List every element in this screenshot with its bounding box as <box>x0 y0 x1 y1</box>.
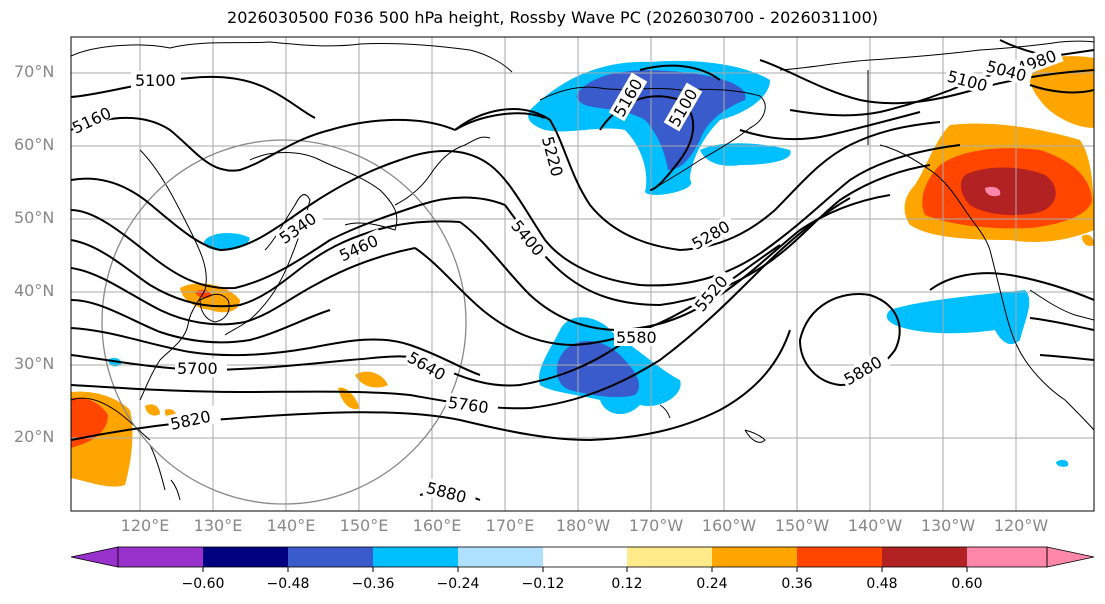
contour-5100-west <box>71 75 316 119</box>
contour-m <box>1039 354 1094 361</box>
lon-label: 150°E <box>339 516 389 535</box>
colorbar-swatch <box>627 547 712 567</box>
lon-label: 170°W <box>628 516 684 535</box>
contour-l <box>1029 317 1094 331</box>
lat-label: 50°N <box>14 208 55 227</box>
colorbar-under-arrow <box>70 546 119 568</box>
contour-label: 5580 <box>616 328 657 347</box>
lon-label: 180°W <box>555 516 611 535</box>
colorbar-swatch <box>967 547 1047 567</box>
map-area <box>71 37 1094 511</box>
colorbar-tick-label: 0.12 <box>611 576 643 592</box>
contour-5760 <box>71 197 851 410</box>
lon-label: 120°E <box>120 516 170 535</box>
colorbar-tick-label: 0.24 <box>696 576 728 592</box>
colorbar-swatch <box>288 547 373 567</box>
map-title: 2026030500 F036 500 hPa height, Rossby W… <box>227 8 878 27</box>
positive-anomaly-canada-core <box>960 167 1056 216</box>
colorbar-tick-label: −0.48 <box>266 576 310 592</box>
contour-5160-west <box>71 116 456 172</box>
colorbar-swatch <box>373 547 458 567</box>
negative-anomaly-small-east <box>1056 459 1069 467</box>
contour-k <box>929 272 1094 301</box>
positive-anomaly-canada-peak <box>985 186 1001 197</box>
contour-e <box>489 144 961 287</box>
contour-c <box>71 299 331 344</box>
contour-d <box>454 108 941 252</box>
contour-5520 <box>459 194 891 332</box>
contour-5640 <box>429 344 621 387</box>
colorbar-tick-label: 0.48 <box>866 576 898 592</box>
contour-5340 <box>71 220 461 308</box>
contour-o <box>1029 84 1094 94</box>
lat-label: 40°N <box>14 281 55 300</box>
positive-anomaly-small-b <box>338 387 360 410</box>
lat-label: 60°N <box>14 135 55 154</box>
contour-5700 <box>71 354 431 372</box>
contour-5220 <box>454 112 546 131</box>
contour-label: 5700 <box>177 359 218 378</box>
colorbar-swatch <box>458 547 543 567</box>
colorbar-over-arrow <box>1046 546 1095 568</box>
lon-label: 120°W <box>993 516 1049 535</box>
map-frame <box>70 36 1095 512</box>
contour-j <box>739 111 921 141</box>
colorbar-tick-label: −0.24 <box>436 576 480 592</box>
lon-label: 160°E <box>412 516 462 535</box>
colorbar-tick-label: 0.36 <box>781 576 813 592</box>
contour-label: 5100 <box>135 71 176 90</box>
lon-label: 160°W <box>701 516 757 535</box>
positive-anomaly-small-c <box>145 404 160 416</box>
colorbar-swatch <box>712 547 797 567</box>
colorbar-swatch <box>797 547 882 567</box>
lat-label: 30°N <box>14 354 55 373</box>
colorbar-swatch <box>203 547 288 567</box>
colorbar-tick-label: −0.36 <box>351 576 395 592</box>
graticule <box>71 37 1094 511</box>
lon-label: 140°E <box>266 516 316 535</box>
positive-anomaly-small-a <box>355 371 388 388</box>
lon-label: 170°E <box>485 516 535 535</box>
positive-anomaly-southwest-core <box>71 397 108 448</box>
contour-5880-east <box>798 293 901 387</box>
contour-5580 <box>71 327 481 376</box>
lat-label: 20°N <box>14 427 55 446</box>
coastlines <box>71 40 1094 501</box>
region-circle <box>101 139 467 505</box>
colorbar-swatch <box>543 547 627 567</box>
colorbar-swatch <box>882 547 967 567</box>
contour-g <box>639 64 721 81</box>
negative-anomaly-east-pacific <box>886 290 1030 345</box>
negative-anomaly-bering <box>700 143 791 166</box>
colorbar-tick-label: −0.60 <box>181 576 225 592</box>
contour-b <box>71 196 506 290</box>
lon-label: 150°W <box>774 516 830 535</box>
lon-label: 130°W <box>920 516 976 535</box>
positive-anomaly-small-d <box>1082 234 1094 246</box>
contour-5460 <box>71 247 416 326</box>
positive-anomaly-korea <box>180 283 240 313</box>
colorbar <box>70 546 1095 572</box>
colorbar-swatch <box>118 547 203 567</box>
contour-a <box>71 149 491 252</box>
colorbar-tick-label: −0.12 <box>521 576 565 592</box>
lat-label: 70°N <box>14 62 55 81</box>
lon-label: 140°W <box>847 516 903 535</box>
colorbar-tick-label: 0.60 <box>951 576 983 592</box>
lon-label: 130°E <box>193 516 243 535</box>
